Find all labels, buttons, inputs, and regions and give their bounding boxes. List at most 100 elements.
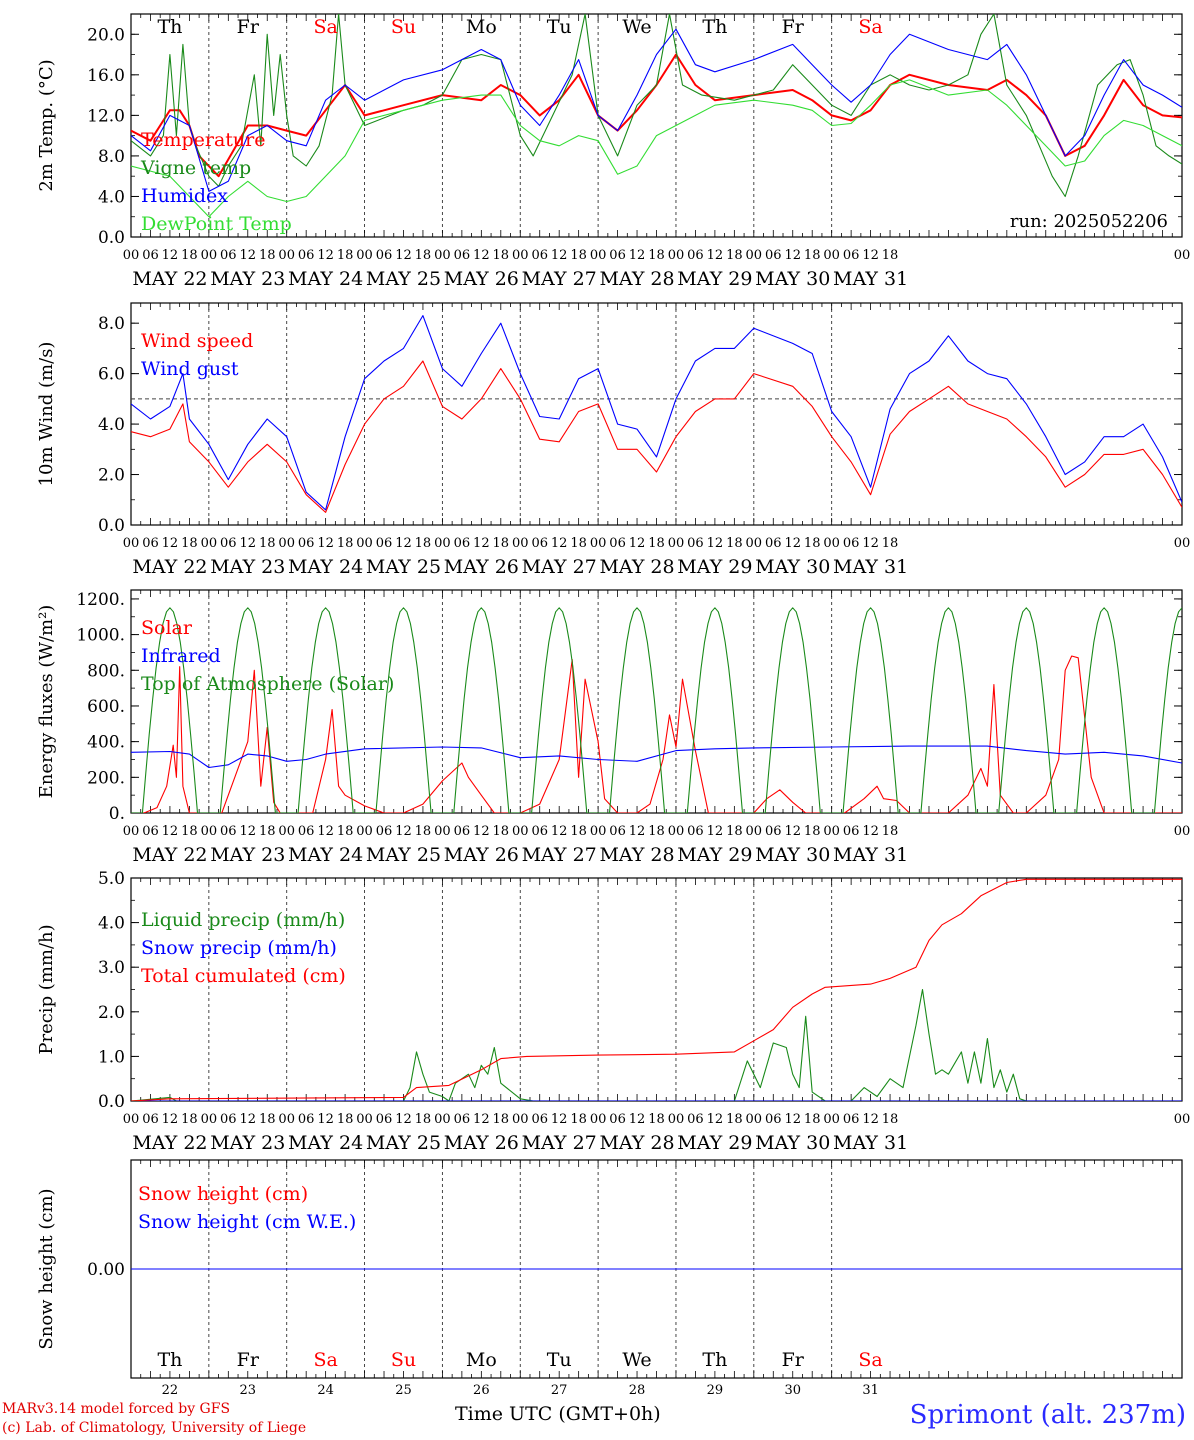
legend-entry: Temperature (141, 129, 265, 151)
date-label: MAY 25 (366, 268, 441, 290)
hour-tick-label: 00 (590, 1112, 607, 1127)
hour-tick-label: 18 (726, 536, 743, 551)
hour-tick-label: 06 (454, 536, 471, 551)
hour-tick-label: 06 (609, 1112, 626, 1127)
hour-tick-label: 18 (570, 248, 587, 263)
y-tick-label: 400. (87, 733, 125, 753)
weekday-label: Sa (313, 16, 337, 38)
date-label: MAY 31 (833, 268, 908, 290)
panel-3 (130, 589, 1183, 814)
hour-tick-label: 12 (629, 1112, 646, 1127)
hour-tick-label: 00 (512, 824, 529, 839)
hour-tick-label: 12 (395, 536, 412, 551)
hour-tick-label: 18 (570, 536, 587, 551)
y-axis-title: 2m Temp. (°C) (36, 59, 57, 191)
hour-tick-label: 00 (823, 536, 840, 551)
hour-tick-label: 12 (240, 248, 257, 263)
hour-tick-label: 18 (493, 536, 510, 551)
date-label: MAY 28 (599, 1132, 674, 1154)
date-label: MAY 27 (522, 268, 597, 290)
hour-tick-label: 06 (765, 536, 782, 551)
hour-tick-label: 00 (668, 1112, 685, 1127)
x-ticks (130, 303, 1183, 525)
hour-tick-label: 12 (317, 248, 334, 263)
hour-tick-label: 06 (843, 248, 860, 263)
date-label: MAY 31 (833, 844, 908, 866)
date-label: MAY 22 (132, 268, 207, 290)
weekday-label: Mo (466, 16, 497, 38)
hour-tick-label: 06 (531, 824, 548, 839)
hour-tick-label: 18 (493, 248, 510, 263)
hour-tick-label: 06 (765, 248, 782, 263)
hour-tick-label: 12 (162, 824, 179, 839)
hour-tick-label: 06 (843, 824, 860, 839)
panel-2 (130, 302, 1183, 526)
hour-tick-label: 00 (356, 824, 373, 839)
weekday-label: Fr (237, 16, 260, 38)
series-line-vigne-temp (131, 14, 1182, 198)
hour-tick-label: 18 (726, 248, 743, 263)
series-line-wind-speed (131, 360, 1182, 513)
hour-tick-label: 12 (784, 536, 801, 551)
hour-tick-label: 00 (123, 248, 140, 263)
hour-tick-label: 00 (512, 248, 529, 263)
hour-tick-label: 12 (707, 536, 724, 551)
date-label: MAY 23 (210, 268, 285, 290)
date-label: MAY 26 (444, 844, 519, 866)
hour-tick-label: 18 (882, 1112, 899, 1127)
hour-tick-label: 12 (162, 536, 179, 551)
day-number-label: 22 (162, 1383, 179, 1398)
hour-tick-label: 06 (609, 536, 626, 551)
y-tick-label: 2.0 (98, 466, 125, 486)
hour-tick-label: 06 (531, 1112, 548, 1127)
y-tick-label: 800. (87, 661, 125, 681)
date-label: MAY 24 (288, 556, 363, 578)
hour-tick-label: 12 (317, 1112, 334, 1127)
hour-tick-label: 12 (784, 824, 801, 839)
hour-tick-label: 12 (395, 824, 412, 839)
date-label: MAY 26 (444, 268, 519, 290)
hour-tick-label: 00 (123, 824, 140, 839)
hour-tick-label: 18 (648, 536, 665, 551)
weekday-label: Sa (313, 1349, 337, 1371)
hour-tick-label: 12 (395, 248, 412, 263)
date-label: MAY 29 (677, 844, 752, 866)
y-tick-label: 1200. (76, 590, 125, 610)
hour-tick-label: 06 (142, 248, 159, 263)
hour-tick-label: 06 (376, 248, 393, 263)
hour-tick-label: 00 (278, 824, 295, 839)
hour-tick-label: 12 (862, 1112, 879, 1127)
date-label: MAY 26 (444, 1132, 519, 1154)
legend-entry: Snow height (cm) (138, 1183, 308, 1205)
hour-tick-label: 18 (415, 1112, 432, 1127)
y-tick-label: 4.0 (98, 415, 125, 435)
hour-tick-label: 00 (123, 1112, 140, 1127)
date-label: MAY 24 (288, 268, 363, 290)
date-label: MAY 22 (132, 556, 207, 578)
hour-tick-label: 00 (1174, 824, 1191, 839)
hour-tick-label: 18 (337, 1112, 354, 1127)
hour-tick-label: 18 (415, 536, 432, 551)
y-tick-label: 2.0 (98, 1003, 125, 1023)
hour-tick-label: 12 (240, 536, 257, 551)
hour-tick-label: 18 (804, 536, 821, 551)
hour-tick-label: 18 (493, 1112, 510, 1127)
hour-tick-label: 00 (512, 536, 529, 551)
hour-tick-label: 06 (298, 536, 315, 551)
hour-tick-label: 06 (609, 248, 626, 263)
date-label: MAY 28 (599, 556, 674, 578)
hour-tick-label: 18 (570, 824, 587, 839)
x-ticks (130, 14, 1183, 237)
hour-tick-label: 06 (531, 248, 548, 263)
hour-tick-label: 18 (181, 824, 198, 839)
date-label: MAY 23 (210, 556, 285, 578)
weekday-label: Sa (858, 1349, 882, 1371)
credit-model: MARv3.14 model forced by GFS (2, 1401, 231, 1417)
date-label: MAY 27 (522, 844, 597, 866)
hour-tick-label: 00 (1174, 536, 1191, 551)
legend-entry: Humidex (141, 185, 228, 207)
y-tick-label: 4.0 (98, 187, 125, 207)
day-number-label: 27 (551, 1383, 568, 1398)
date-label: MAY 23 (210, 844, 285, 866)
hour-tick-label: 06 (220, 824, 237, 839)
